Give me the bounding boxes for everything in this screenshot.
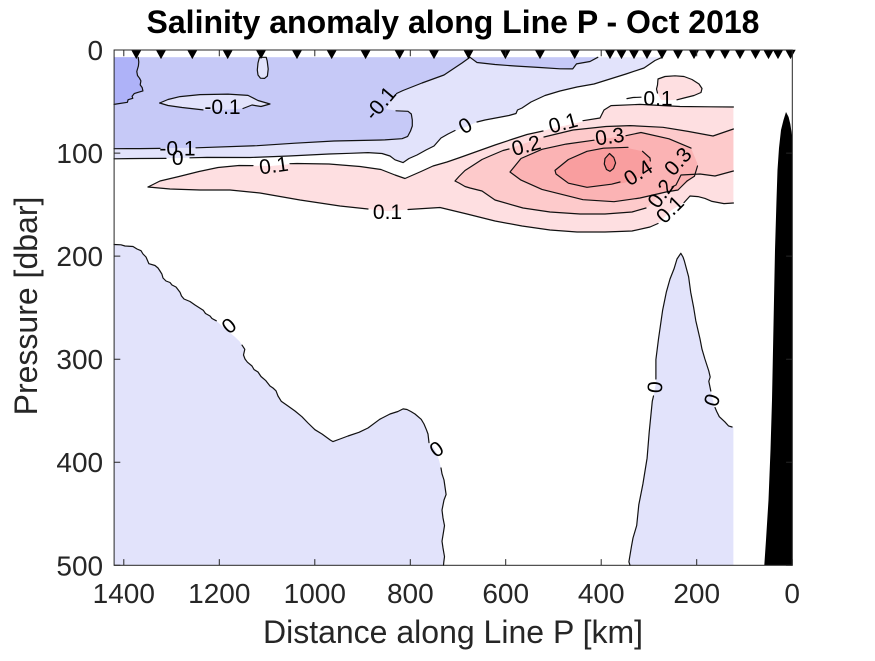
svg-text:200: 200 — [56, 241, 103, 272]
svg-text:1000: 1000 — [284, 578, 346, 609]
svg-text:Pressure [dbar]: Pressure [dbar] — [8, 197, 44, 416]
svg-text:0.1: 0.1 — [258, 153, 290, 180]
svg-text:400: 400 — [56, 447, 103, 478]
svg-text:0: 0 — [784, 578, 800, 609]
svg-text:0.1: 0.1 — [373, 201, 402, 224]
svg-text:500: 500 — [56, 550, 103, 581]
svg-text:1200: 1200 — [188, 578, 250, 609]
svg-text:Salinity anomaly along Line P: Salinity anomaly along Line P - Oct 2018 — [147, 4, 760, 40]
svg-text:-0.1: -0.1 — [159, 137, 195, 160]
svg-text:300: 300 — [56, 344, 103, 375]
svg-text:0.3: 0.3 — [594, 124, 626, 151]
svg-text:0: 0 — [644, 380, 668, 394]
svg-text:1400: 1400 — [93, 578, 155, 609]
svg-text:600: 600 — [482, 578, 529, 609]
svg-text:200: 200 — [673, 578, 720, 609]
svg-text:100: 100 — [56, 138, 103, 169]
svg-text:800: 800 — [387, 578, 434, 609]
svg-text:Distance along Line P [km]: Distance along Line P [km] — [263, 614, 643, 650]
svg-text:-0.1: -0.1 — [204, 96, 240, 119]
svg-text:0: 0 — [88, 35, 104, 66]
svg-text:0.1: 0.1 — [643, 88, 672, 111]
svg-text:400: 400 — [578, 578, 625, 609]
svg-text:0: 0 — [172, 147, 184, 170]
